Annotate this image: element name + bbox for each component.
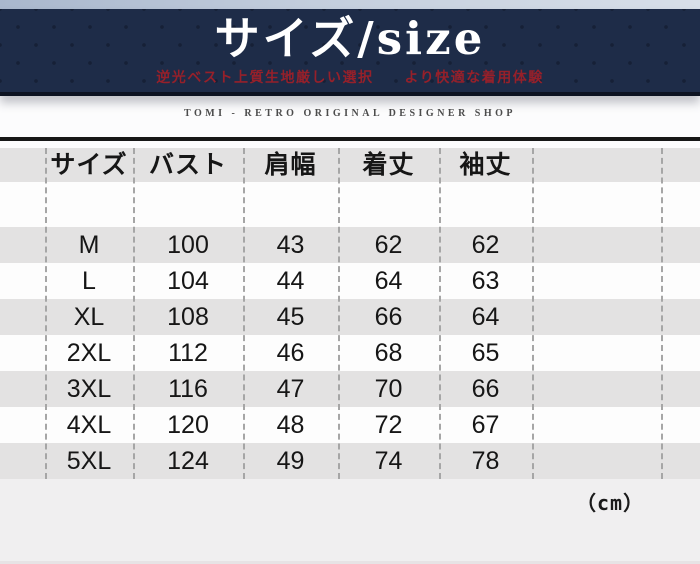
sleeve-cell: 62 <box>471 230 500 259</box>
size-cell: M <box>78 230 100 259</box>
header-cell-shoulder: 肩幅 <box>264 150 317 179</box>
length-cell: 64 <box>374 266 403 295</box>
banner-title: サイズ/size <box>214 12 486 65</box>
shoulder-cell: 44 <box>276 266 305 295</box>
table-header-row: サイズ バスト 肩幅 着丈 袖丈 <box>0 148 700 182</box>
shoulder-cell: 48 <box>276 410 305 439</box>
length-cell: 74 <box>374 446 403 475</box>
table-row-4xl: 4XL 120 48 72 67 <box>0 407 700 443</box>
size-banner: サイズ/size 逆光ベスト上質生地厳しい選択 より快適な着用体験 <box>0 9 700 96</box>
size-cell: XL <box>73 302 105 331</box>
sleeve-cell: 78 <box>471 446 500 475</box>
shoulder-cell: 49 <box>276 446 305 475</box>
table-row-2xl: 2XL 112 46 68 65 <box>0 335 700 371</box>
shoulder-cell: 43 <box>276 230 305 259</box>
table-spacer-row <box>0 182 700 227</box>
column-divider <box>439 148 441 479</box>
table-top-rule <box>0 137 700 141</box>
bust-cell: 104 <box>167 266 209 295</box>
size-cell: 5XL <box>66 446 112 475</box>
bust-cell: 108 <box>167 302 209 331</box>
length-cell: 66 <box>374 302 403 331</box>
header-cell-bust: バスト <box>148 150 227 179</box>
bust-cell: 116 <box>168 374 208 403</box>
table-top-gap <box>0 141 700 148</box>
length-cell: 70 <box>374 374 403 403</box>
column-divider <box>661 148 663 479</box>
column-divider <box>532 148 534 479</box>
table-row-xl: XL 108 45 66 64 <box>0 299 700 335</box>
shoulder-cell: 46 <box>276 338 305 367</box>
brand-line: TOMI - RETRO ORIGINAL DESIGNER SHOP <box>183 108 517 119</box>
table-row-5xl: 5XL 124 49 74 78 <box>0 443 700 479</box>
column-divider <box>45 148 47 479</box>
length-cell: 68 <box>374 338 403 367</box>
size-cell: L <box>82 266 96 295</box>
bust-cell: 100 <box>167 230 209 259</box>
sleeve-cell: 64 <box>471 302 500 331</box>
size-cell: 2XL <box>66 338 112 367</box>
banner-subtitle: 逆光ベスト上質生地厳しい選択 より快適な着用体験 <box>156 69 544 85</box>
sleeve-cell: 66 <box>471 374 500 403</box>
bottom-area: （cm） <box>0 479 700 564</box>
bust-cell: 120 <box>167 410 209 439</box>
column-divider <box>133 148 135 479</box>
top-accent-strip <box>0 0 700 9</box>
table-row-m: M 100 43 62 62 <box>0 227 700 263</box>
length-cell: 72 <box>374 410 403 439</box>
table-row-l: L 104 44 64 63 <box>0 263 700 299</box>
length-cell: 62 <box>374 230 403 259</box>
table-row-3xl: 3XL 116 47 70 66 <box>0 371 700 407</box>
sleeve-cell: 65 <box>471 338 500 367</box>
shoulder-cell: 47 <box>276 374 305 403</box>
header-cell-length: 着丈 <box>362 150 415 179</box>
header-cell-size: サイズ <box>50 150 128 179</box>
size-cell: 4XL <box>66 410 112 439</box>
sleeve-cell: 67 <box>471 410 500 439</box>
bust-cell: 124 <box>167 446 209 475</box>
shoulder-cell: 45 <box>276 302 305 331</box>
header-cell-sleeve: 袖丈 <box>459 150 512 179</box>
size-cell: 3XL <box>66 374 112 403</box>
size-table: サイズ バスト 肩幅 着丈 袖丈 M 100 43 62 62 L 104 44… <box>0 148 700 479</box>
size-table-section: サイズ バスト 肩幅 着丈 袖丈 M 100 43 62 62 L 104 44… <box>0 137 700 479</box>
unit-label: （cm） <box>576 491 645 515</box>
bust-cell: 112 <box>168 338 208 367</box>
column-divider <box>243 148 245 479</box>
column-divider <box>338 148 340 479</box>
sleeve-cell: 63 <box>471 266 500 295</box>
